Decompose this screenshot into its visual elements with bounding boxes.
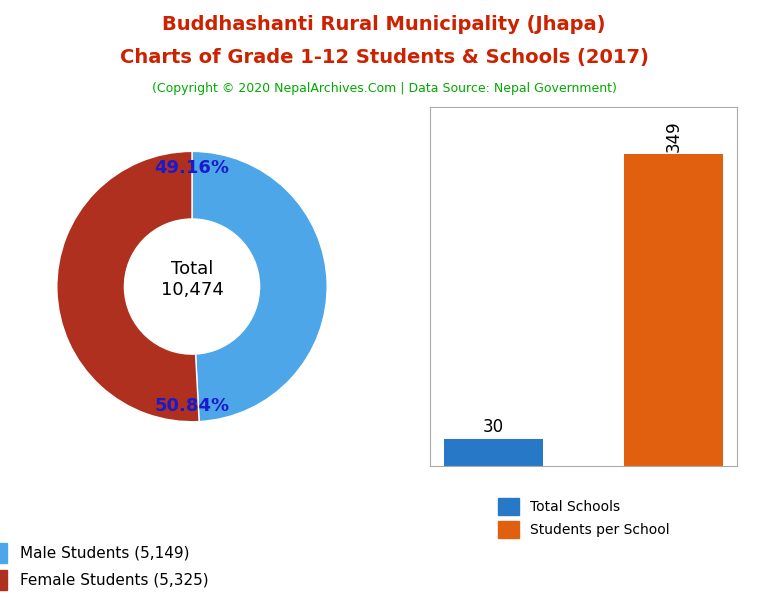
Text: Buddhashanti Rural Municipality (Jhapa): Buddhashanti Rural Municipality (Jhapa) [162,15,606,34]
Wedge shape [57,152,199,421]
Text: Total
10,474: Total 10,474 [161,260,223,299]
Text: 30: 30 [483,418,504,436]
Text: 50.84%: 50.84% [154,396,230,414]
Legend: Male Students (5,149), Female Students (5,325): Male Students (5,149), Female Students (… [0,543,208,590]
Text: Charts of Grade 1-12 Students & Schools (2017): Charts of Grade 1-12 Students & Schools … [120,48,648,67]
Text: 49.16%: 49.16% [154,159,230,177]
Text: 349: 349 [665,120,683,152]
Bar [624,154,723,466]
Wedge shape [192,152,327,421]
Text: (Copyright © 2020 NepalArchives.Com | Data Source: Nepal Government): (Copyright © 2020 NepalArchives.Com | Da… [151,82,617,96]
Bar [444,439,543,466]
Legend: Total Schools, Students per School: Total Schools, Students per School [498,498,670,537]
